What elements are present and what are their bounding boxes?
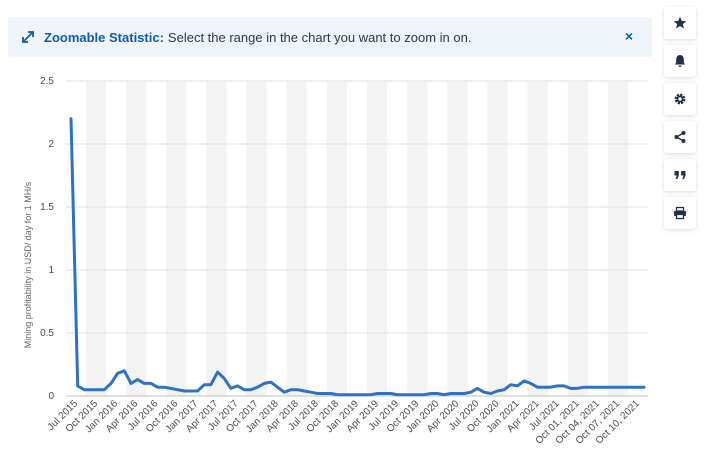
cite-button[interactable] — [664, 159, 696, 191]
star-icon — [673, 16, 687, 29]
settings-button[interactable] — [664, 83, 696, 115]
y-tick-label: 0.5 — [40, 328, 54, 339]
banner-title: Zoomable Statistic: — [44, 29, 164, 45]
band — [286, 81, 307, 396]
line-chart[interactable]: 0 0.5 1 1.5 2 2.5 Mining profitability in USD… — [0, 60, 655, 473]
side-toolbar — [664, 7, 696, 235]
y-tick-label: 2 — [48, 139, 54, 150]
y-tick-labels: 0 0.5 1 1.5 2 2.5 — [40, 76, 54, 402]
band — [86, 81, 107, 396]
gear-icon — [674, 93, 686, 105]
y-tick-label: 0 — [48, 391, 54, 402]
banner-message: Select the range in the chart you want t… — [167, 29, 472, 45]
band — [447, 81, 468, 396]
y-gridlines — [66, 80, 648, 397]
y-axis-title: Mining profitability in USD/ day for 1 M… — [23, 181, 33, 348]
band — [487, 81, 508, 396]
y-tick-label: 2.5 — [40, 76, 54, 87]
y-tick-label: 1 — [48, 265, 54, 276]
band — [367, 81, 388, 396]
band — [326, 81, 347, 396]
band — [567, 81, 588, 396]
band — [607, 81, 628, 396]
band — [166, 81, 187, 396]
band — [246, 81, 267, 396]
quote-icon — [674, 171, 686, 179]
expand-arrows-icon — [22, 31, 34, 43]
bell-icon — [674, 55, 686, 67]
share-icon — [674, 131, 686, 143]
band — [126, 81, 147, 396]
alternating-bands — [86, 81, 628, 396]
close-banner-button[interactable]: × — [624, 28, 634, 44]
print-icon — [674, 206, 686, 220]
y-tick-label: 1.5 — [40, 202, 54, 213]
band — [407, 81, 428, 396]
zoom-banner: Zoomable Statistic: Select the range in … — [8, 17, 652, 57]
band — [206, 81, 227, 396]
notification-button[interactable] — [664, 45, 696, 77]
print-button[interactable] — [664, 197, 696, 229]
band — [527, 81, 548, 396]
favorite-button[interactable] — [664, 7, 696, 39]
share-button[interactable] — [664, 121, 696, 153]
series-line — [69, 117, 646, 397]
